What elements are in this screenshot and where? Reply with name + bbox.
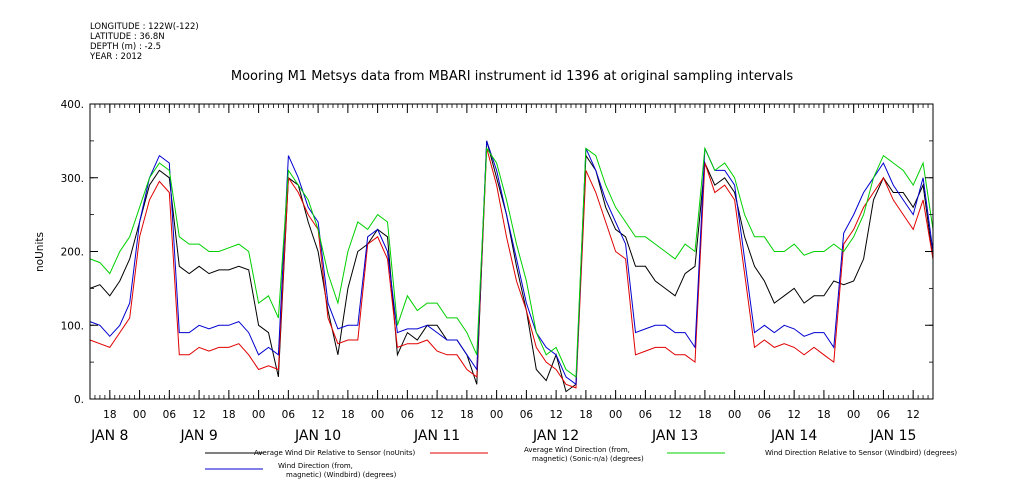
legend-label: Wind Direction (from, bbox=[278, 462, 353, 470]
x-tick-label: 12 bbox=[192, 409, 205, 421]
legend-label: magnetic) (Sonic-n/a) (degrees) bbox=[532, 455, 644, 463]
x-tick-label: 18 bbox=[341, 409, 354, 421]
metadata-block: LONGITUDE : 122W(-122) LATITUDE : 36.8N … bbox=[90, 22, 199, 62]
meta-year: YEAR : 2012 bbox=[90, 52, 143, 62]
meta-longitude: LONGITUDE : 122W(-122) bbox=[90, 22, 199, 32]
x-tick-label: 12 bbox=[787, 409, 800, 421]
x-tick-label: 00 bbox=[847, 409, 860, 421]
series-layer bbox=[89, 140, 934, 393]
x-day-label: JAN 14 bbox=[770, 428, 817, 444]
legend-label: Average Wind Direction (from, bbox=[524, 446, 630, 454]
x-tick-label: 18 bbox=[222, 409, 235, 421]
x-tick-label: 00 bbox=[371, 409, 384, 421]
y-tick-label: 0. bbox=[74, 394, 84, 406]
x-tick-label: 18 bbox=[103, 409, 116, 421]
x-tick-label: 00 bbox=[133, 409, 146, 421]
x-tick-label: 06 bbox=[282, 409, 296, 421]
x-tick-label: 18 bbox=[579, 409, 592, 421]
meta-latitude: LATITUDE : 36.8N bbox=[90, 32, 165, 42]
series-line-0 bbox=[89, 140, 934, 393]
x-tick-label: 18 bbox=[460, 409, 473, 421]
x-day-label: JAN 15 bbox=[869, 428, 916, 444]
x-tick-label: 12 bbox=[668, 409, 681, 421]
legend-label: Wind Direction Relative to Sensor (Windb… bbox=[765, 449, 957, 457]
chart-title: Mooring M1 Metsys data from MBARI instru… bbox=[231, 69, 793, 84]
x-tick-label: 00 bbox=[609, 409, 622, 421]
x-tick-label: 06 bbox=[520, 409, 534, 421]
meta-depth: DEPTH (m) : -2.5 bbox=[90, 42, 162, 52]
x-tick-label: 06 bbox=[758, 409, 772, 421]
x-tick-label: 06 bbox=[877, 409, 891, 421]
x-tick-label: 00 bbox=[728, 409, 741, 421]
x-tick-label: 18 bbox=[817, 409, 830, 421]
x-tick-label: 06 bbox=[639, 409, 653, 421]
legend-label: Average Wind Dir Relative to Sensor (noU… bbox=[254, 449, 415, 457]
x-tick-label: 12 bbox=[906, 409, 919, 421]
series-line-1 bbox=[89, 148, 934, 389]
y-axis-label: noUnits bbox=[34, 232, 46, 272]
x-tick-label: 12 bbox=[430, 409, 443, 421]
x-day-label: JAN 9 bbox=[179, 428, 217, 444]
x-tick-label: 12 bbox=[549, 409, 562, 421]
legend: Average Wind Dir Relative to Sensor (noU… bbox=[205, 446, 957, 479]
legend-label: magnetic) (Windbird) (degrees) bbox=[286, 471, 397, 479]
x-tick-label: 06 bbox=[163, 409, 177, 421]
x-day-label: JAN 11 bbox=[413, 428, 460, 444]
x-day-label: JAN 10 bbox=[294, 428, 341, 444]
y-tick-label: 300. bbox=[61, 173, 84, 185]
ticks-layer: 18 00 06 12 18 00 06 12 18 00 06 12 18 00 06 12 18 00 06 12… bbox=[61, 99, 934, 444]
x-tick-label: 06 bbox=[401, 409, 415, 421]
y-tick-label: 200. bbox=[61, 247, 84, 259]
series-line-3 bbox=[89, 146, 934, 378]
x-tick-label: 00 bbox=[252, 409, 265, 421]
series-line-2 bbox=[89, 140, 934, 386]
x-day-label: JAN 13 bbox=[651, 428, 698, 444]
x-tick-label: 18 bbox=[698, 409, 711, 421]
x-day-label: JAN 12 bbox=[532, 428, 579, 444]
x-day-label: JAN 8 bbox=[90, 428, 128, 444]
x-tick-label: 00 bbox=[490, 409, 503, 421]
x-tick-label: 12 bbox=[311, 409, 324, 421]
y-tick-label: 100. bbox=[61, 320, 84, 332]
y-tick-label: 400. bbox=[61, 99, 84, 111]
